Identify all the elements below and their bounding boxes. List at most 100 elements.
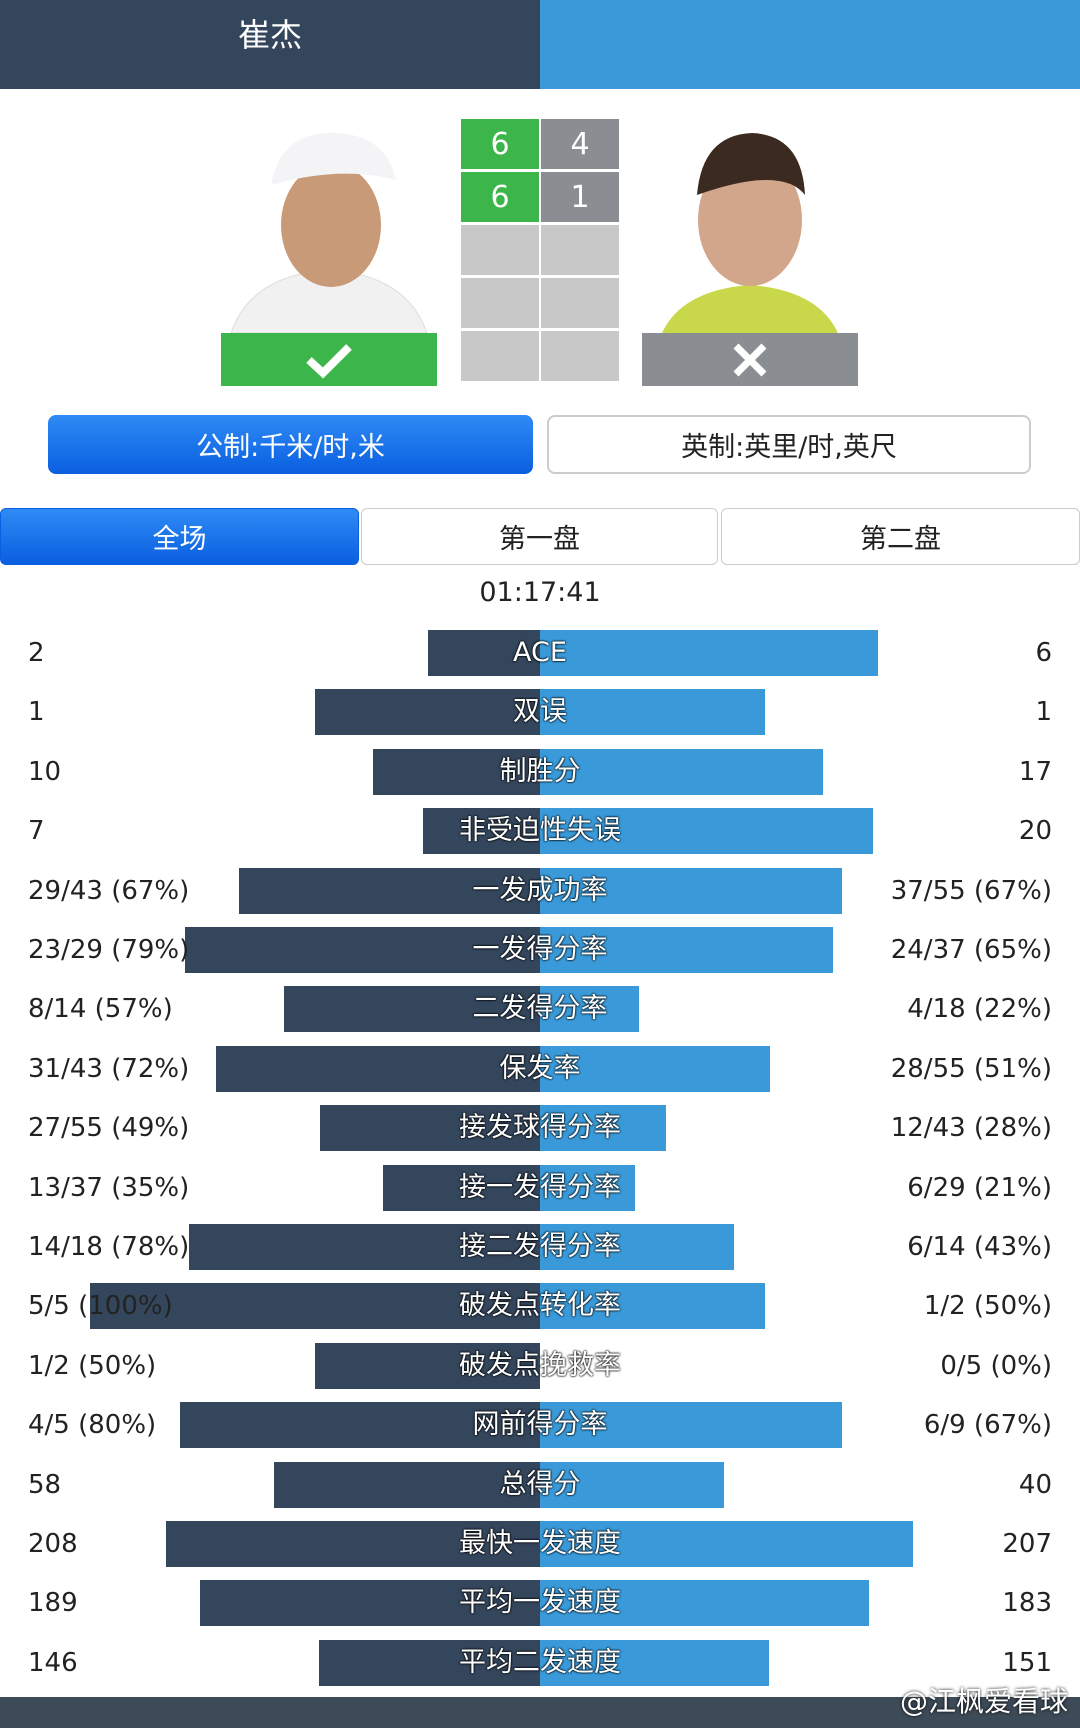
bar-left [238,867,540,914]
stat-left: 5/5 (100%) [28,1291,173,1322]
stat-label: 总得分 [499,1468,581,1500]
bar-right [540,1461,724,1508]
stat-left: 146 [28,1647,78,1678]
bar-left [273,1461,540,1508]
stat-right: 40 [1018,1469,1052,1500]
stat-right: 1/2 (50%) [923,1291,1052,1322]
bar-left [90,1283,540,1330]
loss-mark [642,333,858,386]
stat-label: 接二发得分率 [459,1231,621,1262]
tab[interactable]: 全场 [0,508,359,565]
tab[interactable]: 第一盘 [361,508,718,565]
stat-right: 183 [1002,1588,1052,1619]
bar-right [540,748,824,795]
stat-right: 1 [1035,697,1052,728]
player-photo [221,125,437,333]
match-duration: 01:17:41 [479,577,601,608]
bar-left [315,689,540,736]
stat-left: 7 [28,816,45,847]
bar-left [283,986,540,1033]
stat-left: 1 [28,697,45,728]
stat-label: 一发得分率 [472,934,608,965]
set-score: 1 [541,172,619,222]
header-left: 崔杰 [0,0,540,89]
stat-right: 6 [1035,638,1052,668]
bar-right [540,1224,734,1270]
win-mark [221,333,437,386]
stat-left: 29/43 (67%) [28,875,190,906]
bar-left [315,1342,540,1389]
stat-left: 31/43 (72%) [28,1053,190,1084]
bar-left [373,748,540,795]
bar-right [540,1045,770,1092]
bar-left [184,927,540,973]
stat-label: 平均二发速度 [459,1646,621,1678]
header-right [540,0,1080,89]
bar-left [382,1164,540,1211]
bar-right [540,1164,635,1211]
footer-bar [0,1697,1080,1728]
bar-right [540,986,639,1033]
bar-right [540,630,878,676]
stat-right: 4/18 (22%) [907,994,1052,1025]
stat-label: 双误 [513,696,567,728]
stat-label: 制胜分 [499,755,581,787]
unit-imperial[interactable]: 英制:英里/时,英尺 [547,415,1031,474]
stat-label: 平均一发速度 [459,1587,621,1619]
stat-right: 0/5 (0%) [940,1350,1052,1381]
bar-left [199,1580,540,1627]
bar-left [319,1105,540,1152]
bar-left [318,1639,540,1686]
stat-left: 8/14 (57%) [28,994,173,1025]
set-score: 6 [461,172,539,222]
player-photo [642,125,858,333]
bar-left [423,808,540,855]
set-score [541,331,619,381]
bar-right [540,1105,666,1152]
set-score [541,278,619,328]
stat-right: 6/14 (43%) [907,1232,1052,1262]
bar-right [540,1639,769,1686]
set-score [461,278,539,328]
stat-label: 最快一发速度 [459,1528,621,1559]
bar-right [540,1283,765,1330]
stat-label: 二发得分率 [472,993,608,1025]
bar-right [540,867,842,914]
bar-right [540,1521,913,1567]
stat-left: 189 [28,1588,78,1619]
stat-label: 破发点转化率 [459,1290,621,1322]
stat-left: 23/29 (79%) [28,935,190,965]
stat-label: 非受迫性失误 [459,815,621,847]
stat-left: 1/2 (50%) [28,1350,157,1381]
set-score [461,331,539,381]
set-score: 4 [541,119,619,169]
player-name: 崔杰 [237,16,302,54]
unit-metric[interactable]: 公制:千米/时,米 [48,415,533,474]
stat-left: 4/5 (80%) [28,1410,157,1441]
stat-label: ACE [513,637,567,668]
stat-label: 网前得分率 [472,1409,608,1441]
stat-right: 12/43 (28%) [890,1113,1052,1144]
stat-left: 58 [28,1469,62,1500]
stat-right: 37/55 (67%) [890,875,1052,906]
set-score [541,225,619,275]
tab[interactable]: 第二盘 [721,508,1080,565]
stat-right: 28/55 (51%) [890,1053,1052,1084]
bar-right [540,1402,842,1449]
bar-left [165,1521,540,1567]
watermark: @江枫爱看球 [899,1685,1068,1718]
bar-right [540,808,874,855]
bar-right [540,1580,870,1627]
bar-right [540,689,765,736]
stat-label: 接发球得分率 [459,1112,621,1144]
bar-left [189,1224,540,1270]
stat-right: 24/37 (65%) [890,935,1052,965]
stat-right: 17 [1018,756,1052,787]
stat-label: 接一发得分率 [459,1171,621,1203]
stat-left: 13/37 (35%) [28,1172,190,1203]
stat-right: 6/29 (21%) [907,1172,1052,1203]
stat-left: 10 [28,756,62,787]
bar-left [427,630,540,676]
stat-left: 14/18 (78%) [28,1232,190,1262]
